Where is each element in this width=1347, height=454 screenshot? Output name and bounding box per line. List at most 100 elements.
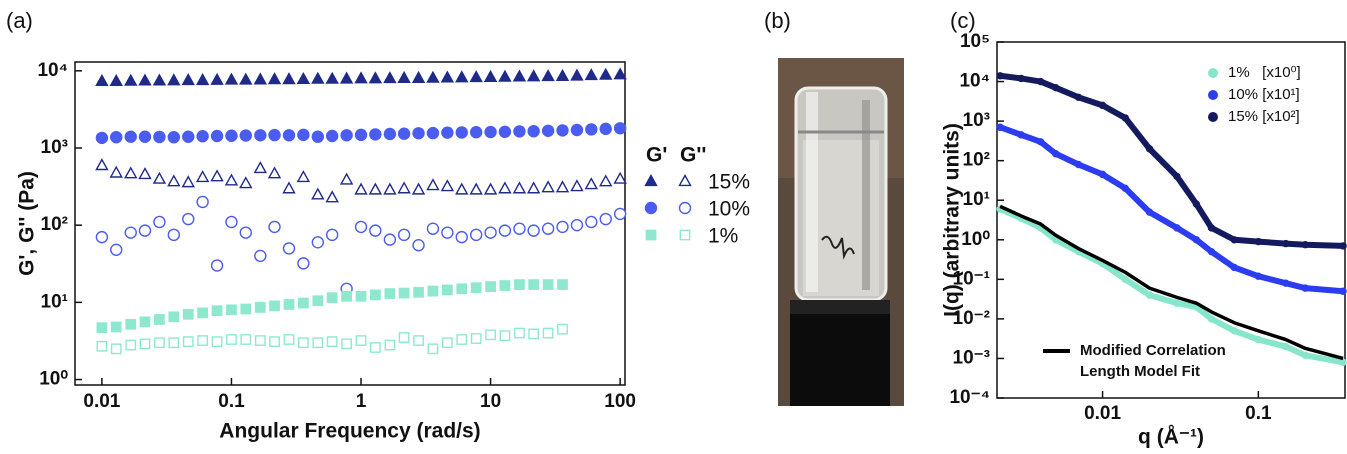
marker [296, 170, 311, 183]
marker [168, 311, 180, 323]
legend-marker [679, 229, 691, 241]
marker [182, 212, 195, 226]
marker [613, 171, 627, 184]
marker [397, 127, 411, 140]
legend-label: Modified Correlation Length Model Fit [1080, 342, 1226, 380]
marker [1282, 342, 1290, 351]
marker [1145, 145, 1154, 153]
y-tick-label: 10⁴ [959, 71, 990, 92]
marker [1230, 263, 1238, 272]
marker [125, 318, 137, 330]
marker [124, 226, 137, 239]
x-tick-label: 100 [604, 391, 636, 412]
marker [541, 180, 555, 193]
marker [442, 284, 453, 296]
marker [584, 68, 599, 81]
marker [557, 279, 568, 290]
marker [469, 182, 483, 195]
marker [167, 130, 181, 144]
marker [1301, 351, 1309, 360]
marker [555, 180, 570, 193]
marker [1207, 247, 1216, 256]
marker [556, 124, 569, 137]
series-line [998, 206, 1344, 366]
legend-marker [1208, 112, 1218, 122]
marker [469, 70, 483, 83]
marker [441, 226, 454, 239]
y-tick-label: 10² [41, 214, 68, 235]
marker [599, 212, 612, 226]
marker [110, 321, 122, 333]
marker [354, 182, 368, 195]
marker [1017, 74, 1025, 83]
legend-marker [678, 174, 692, 187]
marker [182, 336, 194, 347]
marker [326, 292, 338, 304]
marker [1207, 224, 1216, 232]
marker [383, 127, 397, 141]
legend-marker [1208, 90, 1218, 100]
marker [456, 283, 468, 295]
marker [1121, 275, 1130, 284]
marker [167, 73, 181, 86]
y-tick-label: 10¹ [963, 189, 990, 210]
marker [613, 122, 627, 135]
marker [210, 129, 224, 143]
marker [368, 71, 383, 84]
marker [413, 286, 424, 298]
marker [542, 327, 554, 339]
marker [556, 220, 569, 234]
marker [514, 327, 525, 339]
marker [339, 71, 354, 84]
marker [297, 257, 310, 270]
marker [138, 224, 152, 237]
marker [411, 182, 426, 195]
marker [240, 303, 252, 315]
marker [341, 290, 352, 302]
marker [679, 229, 691, 241]
marker [1145, 208, 1154, 216]
y-tick-label: 10⁴ [37, 60, 68, 81]
marker [514, 279, 525, 290]
y-axis-title: G', G'' (Pa) [16, 171, 39, 276]
x-tick-label: 0.01 [83, 391, 120, 412]
marker [282, 242, 296, 255]
marker [1192, 236, 1201, 244]
marker [1339, 242, 1347, 250]
marker [1098, 170, 1107, 179]
marker [541, 124, 555, 137]
marker [483, 182, 498, 195]
marker [224, 72, 239, 85]
marker [239, 129, 252, 142]
marker [1230, 236, 1238, 244]
y-tick-label: 10⁵ [960, 31, 990, 52]
panel-label: (a) [6, 8, 33, 33]
marker [613, 207, 627, 221]
legend-marker [645, 229, 657, 241]
legend-label: 10% [708, 198, 750, 221]
marker [95, 230, 109, 244]
marker [411, 70, 426, 83]
marker [1051, 83, 1060, 92]
marker [195, 73, 210, 86]
marker [513, 125, 526, 138]
marker [599, 174, 613, 187]
marker [211, 305, 223, 317]
marker [1051, 150, 1060, 158]
legend-marker [1208, 68, 1218, 78]
marker [196, 130, 209, 143]
marker [325, 190, 339, 203]
marker [1282, 279, 1290, 287]
marker [440, 70, 455, 83]
marker [254, 335, 266, 346]
marker [1254, 272, 1263, 280]
marker [1145, 291, 1154, 299]
marker [224, 173, 239, 186]
marker [1254, 335, 1263, 344]
y-axis-title: I(q) (arbitrary units) [941, 123, 964, 317]
marker [269, 336, 280, 347]
marker [455, 70, 469, 83]
marker [1254, 237, 1263, 246]
marker [1192, 200, 1201, 208]
marker [427, 285, 439, 297]
